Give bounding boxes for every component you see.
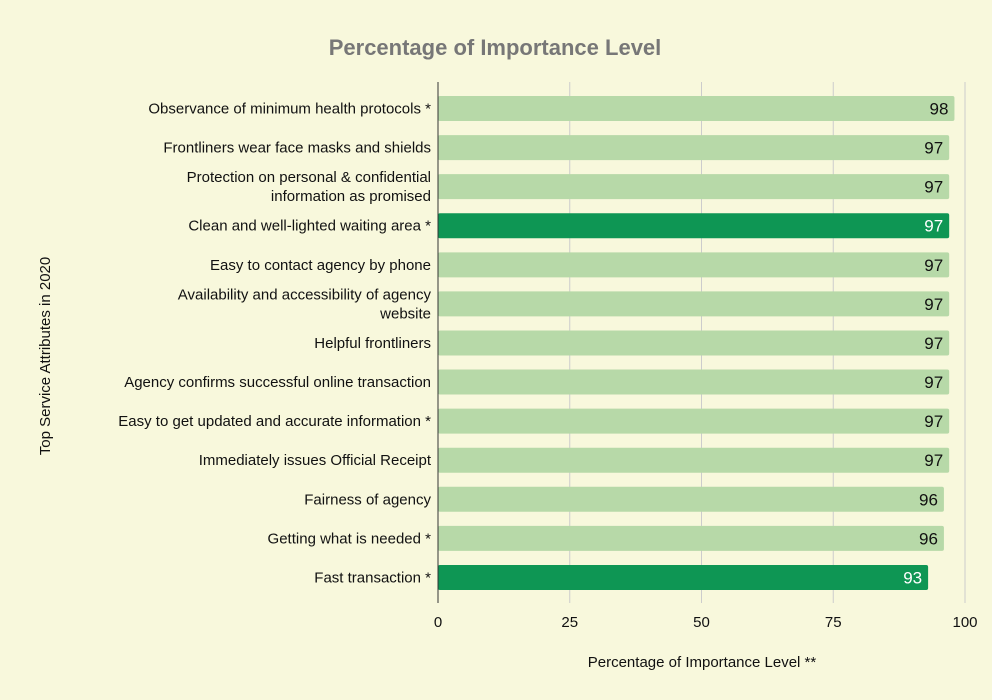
category-label: Fairness of agency (304, 491, 431, 508)
category-label: Agency confirms successful online transa… (124, 374, 431, 391)
data-label: 96 (919, 529, 938, 548)
bar (438, 564, 929, 590)
category-label: information as promised (271, 188, 431, 205)
bar (438, 213, 950, 239)
bars: 98 97 97 97 97 97 97 97 97 97 96 96 93 (438, 96, 955, 590)
category-label: website (379, 305, 431, 322)
x-tick-label: 25 (561, 614, 578, 631)
chart-title: Percentage of Importance Level (329, 35, 662, 60)
bar (438, 174, 950, 200)
bar (438, 408, 950, 434)
data-label: 97 (924, 334, 943, 353)
x-tick-label: 100 (952, 614, 977, 631)
category-label: Getting what is needed * (268, 530, 432, 547)
data-label: 97 (924, 373, 943, 392)
bar (438, 525, 944, 551)
category-label: Observance of minimum health protocols * (148, 101, 431, 118)
category-labels: Observance of minimum health protocols *… (118, 101, 432, 587)
bar (438, 369, 950, 395)
category-label: Fast transaction * (314, 569, 431, 586)
bar (438, 447, 950, 473)
category-label: Frontliners wear face masks and shields (163, 140, 431, 157)
data-label: 97 (924, 178, 943, 197)
data-label: 97 (924, 295, 943, 314)
category-label: Helpful frontliners (314, 335, 431, 352)
category-label: Availability and accessibility of agency (178, 286, 432, 303)
x-tick-label: 75 (825, 614, 842, 631)
x-axis-title: Percentage of Importance Level ** (588, 654, 817, 671)
data-label: 98 (930, 100, 949, 119)
data-label: 97 (924, 256, 943, 275)
bar (438, 135, 950, 161)
category-label: Immediately issues Official Receipt (199, 452, 432, 469)
category-label: Easy to contact agency by phone (210, 257, 431, 274)
data-label: 93 (903, 568, 922, 587)
data-label: 97 (924, 217, 943, 236)
y-axis-title: Top Service Attributes in 2020 (37, 257, 54, 455)
data-label: 96 (919, 490, 938, 509)
bar (438, 486, 944, 512)
data-label: 97 (924, 451, 943, 470)
x-tick-label: 0 (434, 614, 442, 631)
category-label: Clean and well-lighted waiting area * (188, 218, 431, 235)
x-tick-labels: 0 25 50 75 100 (434, 614, 978, 631)
category-label: Protection on personal & confidential (187, 169, 431, 186)
data-label: 97 (924, 412, 943, 431)
bar (438, 96, 955, 121)
bar (438, 252, 950, 278)
bar (438, 291, 950, 317)
x-tick-label: 50 (693, 614, 710, 631)
data-label: 97 (924, 139, 943, 158)
bar (438, 330, 950, 356)
category-label: Easy to get updated and accurate informa… (118, 413, 431, 430)
